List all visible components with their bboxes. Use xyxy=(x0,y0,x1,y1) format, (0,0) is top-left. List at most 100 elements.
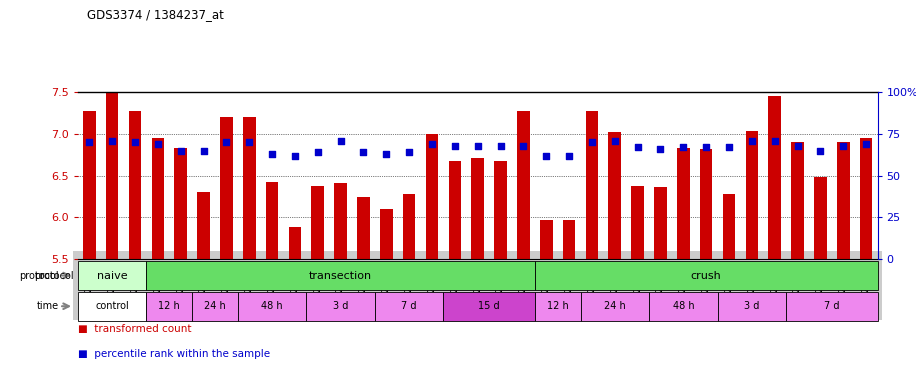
Point xyxy=(813,147,828,154)
Bar xyxy=(197,192,210,259)
Point xyxy=(836,142,851,149)
Bar xyxy=(814,177,827,259)
Text: 3 d: 3 d xyxy=(744,301,759,311)
Point xyxy=(127,139,142,145)
Bar xyxy=(220,117,233,259)
Bar xyxy=(243,117,256,259)
Point xyxy=(173,147,188,154)
Bar xyxy=(518,111,529,259)
Point xyxy=(311,149,325,156)
Text: protocol: protocol xyxy=(18,270,59,281)
Text: crush: crush xyxy=(691,270,722,281)
Text: ■  percentile rank within the sample: ■ percentile rank within the sample xyxy=(78,349,270,359)
Point xyxy=(265,151,279,157)
Bar xyxy=(631,186,644,259)
Bar xyxy=(380,209,393,259)
Text: 48 h: 48 h xyxy=(672,301,694,311)
Point xyxy=(562,152,576,159)
Text: control: control xyxy=(95,301,129,311)
Text: 7 d: 7 d xyxy=(824,301,840,311)
Bar xyxy=(83,111,95,259)
Point xyxy=(471,142,485,149)
Bar xyxy=(147,261,535,290)
Bar xyxy=(608,132,621,259)
Bar xyxy=(78,261,147,290)
Bar xyxy=(472,158,484,259)
Point xyxy=(196,147,211,154)
Bar xyxy=(495,161,507,259)
Point xyxy=(402,149,417,156)
Text: 24 h: 24 h xyxy=(604,301,626,311)
Bar xyxy=(128,111,141,259)
Bar xyxy=(357,197,370,259)
Point xyxy=(859,141,874,147)
Bar xyxy=(581,292,649,321)
Bar xyxy=(535,261,878,290)
Bar xyxy=(306,292,375,321)
Point xyxy=(425,141,440,147)
Bar xyxy=(375,292,443,321)
Text: time: time xyxy=(37,301,59,311)
Bar xyxy=(535,292,581,321)
Bar xyxy=(443,292,535,321)
Bar xyxy=(654,187,667,259)
Bar xyxy=(677,148,690,259)
Point xyxy=(584,139,599,145)
Text: 15 d: 15 d xyxy=(478,301,500,311)
Text: 3 d: 3 d xyxy=(333,301,348,311)
Bar xyxy=(403,194,416,259)
Bar xyxy=(147,292,192,321)
Bar xyxy=(562,220,575,259)
Bar xyxy=(585,111,598,259)
Bar xyxy=(78,292,147,321)
Text: GDS3374 / 1384237_at: GDS3374 / 1384237_at xyxy=(87,8,224,21)
Point xyxy=(653,146,668,152)
Bar xyxy=(700,149,713,259)
Point xyxy=(676,144,691,151)
Point xyxy=(82,139,96,145)
Bar xyxy=(723,194,736,259)
Bar xyxy=(426,134,438,259)
Text: 7 d: 7 d xyxy=(401,301,417,311)
Bar xyxy=(106,92,118,259)
Text: transection: transection xyxy=(309,270,372,281)
Text: 24 h: 24 h xyxy=(204,301,226,311)
Bar xyxy=(786,292,878,321)
Bar xyxy=(174,148,187,259)
Bar xyxy=(334,183,347,259)
Point xyxy=(768,137,782,144)
Point xyxy=(104,137,119,144)
Point xyxy=(607,137,622,144)
Point xyxy=(699,144,714,151)
Point xyxy=(288,152,302,159)
Point xyxy=(630,144,645,151)
Bar xyxy=(151,138,164,259)
Bar xyxy=(311,186,324,259)
Point xyxy=(745,137,759,144)
Bar xyxy=(238,292,306,321)
Text: naive: naive xyxy=(97,270,127,281)
Bar xyxy=(769,96,781,259)
Point xyxy=(333,137,348,144)
Text: 12 h: 12 h xyxy=(158,301,180,311)
Bar xyxy=(746,131,758,259)
Point xyxy=(791,142,805,149)
Text: 12 h: 12 h xyxy=(547,301,569,311)
Point xyxy=(448,142,463,149)
Bar xyxy=(266,182,278,259)
Point xyxy=(539,152,553,159)
Point xyxy=(356,149,371,156)
Point xyxy=(493,142,507,149)
Text: 48 h: 48 h xyxy=(261,301,283,311)
Text: ■  transformed count: ■ transformed count xyxy=(78,324,191,334)
Bar xyxy=(192,292,238,321)
Point xyxy=(150,141,165,147)
Point xyxy=(379,151,394,157)
Point xyxy=(242,139,256,145)
Bar xyxy=(449,161,461,259)
Text: protocol: protocol xyxy=(34,270,73,281)
Point xyxy=(219,139,234,145)
Bar xyxy=(791,142,804,259)
Point xyxy=(516,142,530,149)
Point xyxy=(722,144,736,151)
